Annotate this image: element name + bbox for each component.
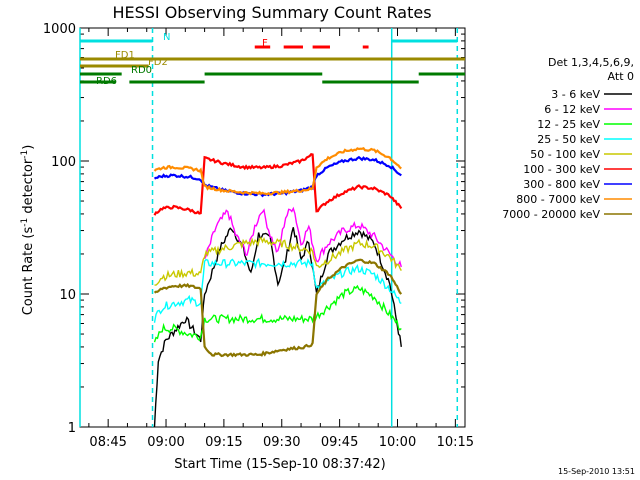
series-line [153,227,402,428]
x-tick-label: 09:30 [263,435,300,450]
x-tick-label: 10:15 [437,435,474,450]
status-bar-label: RD0 [131,65,152,76]
y-axis-label: Count Rate (s-1 detector-1) [20,145,36,316]
legend-header: Det 1,3,4,5,6,9, [548,56,634,69]
x-tick-label: 09:00 [147,435,184,450]
legend-entry-label: 50 - 100 keV [530,148,600,161]
series-line [153,258,403,358]
legend-entry-label: 100 - 300 keV [523,163,600,176]
status-bar-label: N [163,32,170,43]
series-line [153,147,402,196]
footer-timestamp: 15-Sep-2010 13:51 [558,467,635,476]
status-bar-label: FD2 [148,57,168,68]
series-line [153,155,402,198]
y-tick-label: 10 [59,288,76,303]
series-line [153,257,402,323]
series-line [153,152,403,216]
legend-header: Att 0 [608,70,634,83]
x-tick-label: 10:00 [379,435,416,450]
series-line [154,236,402,286]
x-axis-label: Start Time (15-Sep-10 08:37:42) [174,457,385,472]
legend-entry-label: 6 - 12 keV [544,103,600,116]
axis-ticks [80,27,465,428]
y-tick-label: 100 [51,155,76,170]
legend-entry-label: 25 - 50 keV [537,133,600,146]
y-tick-label: 1000 [43,22,76,37]
status-bar-label: F [262,38,268,49]
y-tick-label: 1 [68,421,76,436]
legend: Det 1,3,4,5,6,9,Att 0 3 - 6 keV 6 - 12 keV… [502,56,634,221]
x-tick-label: 09:15 [205,435,242,450]
y-tick-labels: 1 10 100 1000 [43,22,76,436]
status-bar-label: RD6 [96,76,117,87]
legend-entry-label: 3 - 6 keV [551,88,600,101]
legend-entry-label: 800 - 7000 keV [516,193,600,206]
legend-entry-label: 7000 - 20000 keV [502,208,600,221]
x-tick-label: 09:45 [321,435,358,450]
chart-title: HESSI Observing Summary Count Rates [112,3,431,22]
series-line [203,206,402,268]
series-line [153,284,402,343]
status-bar-label: FD1 [115,50,135,61]
spacecraft-state-lines [79,28,459,427]
x-tick-label: 08:45 [89,435,126,450]
x-tick-labels: 08:45 09:00 09:15 09:30 09:45 10:00 10:15 [89,435,474,450]
plot-frame [79,27,466,428]
series-lines [153,147,403,428]
legend-entry-label: 300 - 800 keV [523,178,600,191]
legend-entry-label: 12 - 25 keV [537,118,600,131]
